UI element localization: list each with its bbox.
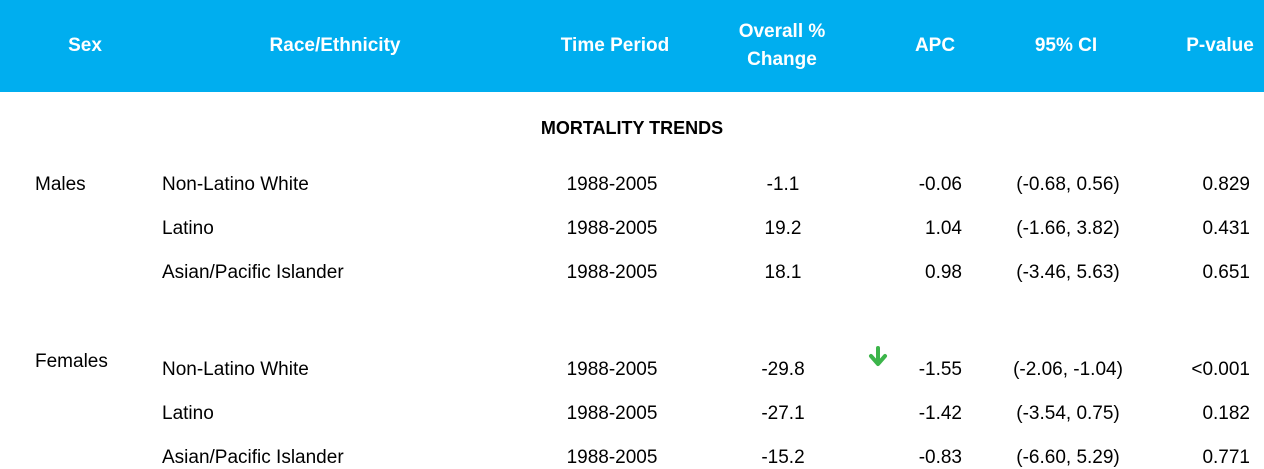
table-cell: 0.651 — [1202, 262, 1250, 283]
sex-label: Males — [35, 174, 86, 195]
table-cell: 18.1 — [765, 262, 802, 283]
header-cell: Overall % Change — [739, 21, 826, 70]
table-cell: -15.2 — [761, 447, 804, 468]
header-cell: P-value — [1186, 35, 1254, 56]
table-cell: (-1.66, 3.82) — [1016, 218, 1120, 239]
table-cell: (-2.06, -1.04) — [1013, 359, 1123, 380]
table-cell: -0.06 — [919, 174, 962, 195]
table-cell: Non-Latino White — [162, 174, 309, 195]
table-cell: 0.829 — [1202, 174, 1250, 195]
table-cell: Latino — [162, 218, 214, 239]
table-cell: 0.98 — [925, 262, 962, 283]
table-cell: (-3.46, 5.63) — [1016, 262, 1120, 283]
header-cell: Sex — [68, 35, 102, 56]
table-cell: (-3.54, 0.75) — [1016, 403, 1120, 424]
table-cell: -1.1 — [767, 174, 800, 195]
table-cell: Latino — [162, 403, 214, 424]
table-cell: 1988-2005 — [567, 218, 658, 239]
table-cell: -0.83 — [919, 447, 962, 468]
header-cell: 95% CI — [1035, 35, 1097, 56]
header-cell: Time Period — [561, 35, 669, 56]
table-cell: 1988-2005 — [567, 447, 658, 468]
table-cell: Non-Latino White — [162, 359, 309, 380]
table-cell: 0.771 — [1202, 447, 1250, 468]
table-cell: 1988-2005 — [567, 359, 658, 380]
table-cell: 1.04 — [925, 218, 962, 239]
table-cell: Asian/Pacific Islander — [162, 262, 344, 283]
table-cell: -1.55 — [919, 359, 962, 380]
section-title: MORTALITY TRENDS — [541, 118, 723, 138]
header-cell: Race/Ethnicity — [270, 35, 401, 56]
table-cell: 1988-2005 — [567, 174, 658, 195]
table-cell: 0.431 — [1202, 218, 1250, 239]
table-cell: <0.001 — [1191, 359, 1250, 380]
table-cell: 1988-2005 — [567, 262, 658, 283]
table-cell: -27.1 — [761, 403, 804, 424]
sex-label: Females — [35, 351, 108, 372]
table-cell: (-0.68, 0.56) — [1016, 174, 1120, 195]
down-arrow-icon — [869, 346, 887, 366]
table-cell: -29.8 — [761, 359, 804, 380]
table-cell: Asian/Pacific Islander — [162, 447, 344, 468]
header-bar — [0, 0, 1264, 92]
table-cell: -1.42 — [919, 403, 962, 424]
table-cell: (-6.60, 5.29) — [1016, 447, 1120, 468]
table-cell: 19.2 — [765, 218, 802, 239]
table-cell: 0.182 — [1202, 403, 1250, 424]
table-cell: 1988-2005 — [567, 403, 658, 424]
header-cell: APC — [915, 35, 955, 56]
